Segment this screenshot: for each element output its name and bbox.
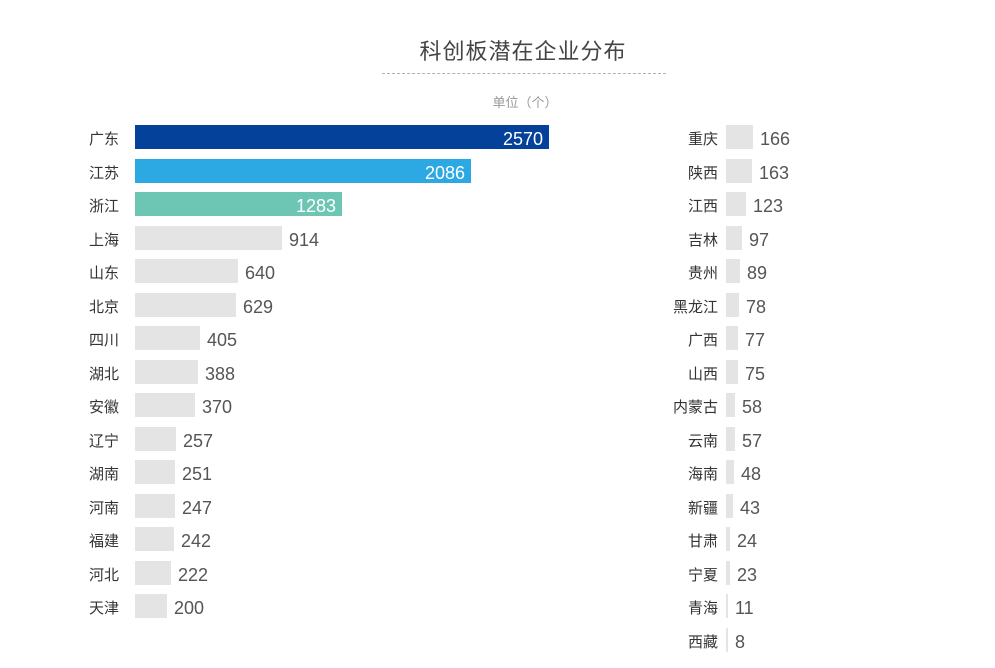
category-label: 四川 — [89, 331, 120, 349]
category-label: 江西 — [687, 197, 718, 215]
bar — [726, 259, 740, 283]
value-label: 8 — [735, 632, 746, 652]
value-label: 1283 — [295, 196, 336, 216]
value-label: 11 — [735, 598, 754, 618]
bar — [726, 125, 753, 149]
category-label: 湖北 — [89, 365, 120, 383]
category-label: 黑龙江 — [672, 298, 718, 316]
bar — [726, 293, 739, 317]
value-label: 257 — [183, 431, 214, 451]
value-label: 2086 — [424, 163, 465, 183]
category-label: 贵州 — [687, 264, 718, 282]
bar — [135, 259, 238, 283]
value-label: 57 — [742, 431, 763, 451]
category-label: 江苏 — [89, 164, 120, 182]
value-label: 388 — [205, 364, 236, 384]
category-label: 天津 — [89, 599, 120, 617]
category-label: 上海 — [89, 231, 120, 249]
bar — [726, 628, 728, 652]
value-label: 242 — [181, 531, 212, 551]
category-label: 湖南 — [89, 465, 120, 483]
category-label: 海南 — [687, 465, 718, 483]
bar — [135, 226, 282, 250]
value-label: 43 — [740, 498, 761, 518]
value-label: 640 — [245, 263, 276, 283]
bar — [135, 494, 175, 518]
bar — [135, 527, 174, 551]
value-label: 370 — [202, 397, 233, 417]
value-label: 166 — [760, 129, 791, 149]
bar — [726, 527, 730, 551]
bar — [135, 125, 549, 149]
value-label: 200 — [174, 598, 205, 618]
bar — [135, 159, 471, 183]
title-divider — [382, 73, 666, 74]
value-label: 78 — [746, 297, 767, 317]
bar — [135, 293, 236, 317]
category-label: 吉林 — [687, 231, 718, 249]
value-label: 24 — [737, 531, 758, 551]
value-label: 123 — [753, 196, 784, 216]
bar — [726, 561, 730, 585]
category-label: 云南 — [687, 432, 718, 450]
value-label: 77 — [745, 330, 766, 350]
category-label: 广西 — [687, 331, 718, 349]
bar — [135, 427, 176, 451]
category-label: 山东 — [89, 264, 120, 282]
category-label: 陕西 — [687, 164, 718, 182]
category-label: 内蒙古 — [672, 398, 718, 416]
value-label: 247 — [182, 498, 213, 518]
category-label: 安徽 — [89, 398, 120, 416]
value-label: 914 — [289, 230, 320, 250]
bar — [726, 226, 742, 250]
category-label: 河南 — [89, 499, 120, 517]
bar — [726, 594, 728, 618]
value-label: 97 — [749, 230, 770, 250]
bar — [135, 360, 198, 384]
value-label: 75 — [745, 364, 766, 384]
value-label: 48 — [741, 464, 762, 484]
bar — [135, 192, 342, 216]
value-label: 2570 — [502, 129, 543, 149]
category-label: 浙江 — [89, 197, 120, 215]
category-label: 新疆 — [687, 499, 718, 517]
bar — [726, 326, 738, 350]
bar — [726, 159, 752, 183]
category-label: 辽宁 — [89, 432, 120, 450]
value-label: 89 — [747, 263, 768, 283]
chart-title: 科创板潜在企业分布 — [419, 40, 627, 65]
category-label: 北京 — [89, 298, 120, 316]
bar — [726, 393, 735, 417]
bar — [726, 360, 738, 384]
value-label: 163 — [759, 163, 790, 183]
bar — [726, 427, 735, 451]
bar — [726, 192, 746, 216]
category-label: 青海 — [687, 599, 718, 617]
category-label: 甘肃 — [687, 532, 718, 550]
category-label: 重庆 — [687, 130, 718, 148]
bar — [726, 494, 733, 518]
category-label: 西藏 — [687, 633, 718, 651]
category-label: 福建 — [89, 532, 120, 550]
bar — [135, 326, 200, 350]
unit-label: 单位（个） — [492, 96, 558, 111]
bar — [135, 561, 171, 585]
value-label: 222 — [178, 565, 209, 585]
category-label: 宁夏 — [687, 566, 718, 584]
category-label: 山西 — [687, 365, 718, 383]
value-label: 629 — [243, 297, 274, 317]
value-label: 23 — [737, 565, 758, 585]
category-label: 河北 — [89, 566, 120, 584]
category-label: 广东 — [89, 130, 120, 148]
value-label: 58 — [742, 397, 763, 417]
value-label: 405 — [207, 330, 238, 350]
bar — [135, 460, 175, 484]
bar — [726, 460, 734, 484]
bar — [135, 594, 167, 618]
bar — [135, 393, 195, 417]
value-label: 251 — [182, 464, 213, 484]
